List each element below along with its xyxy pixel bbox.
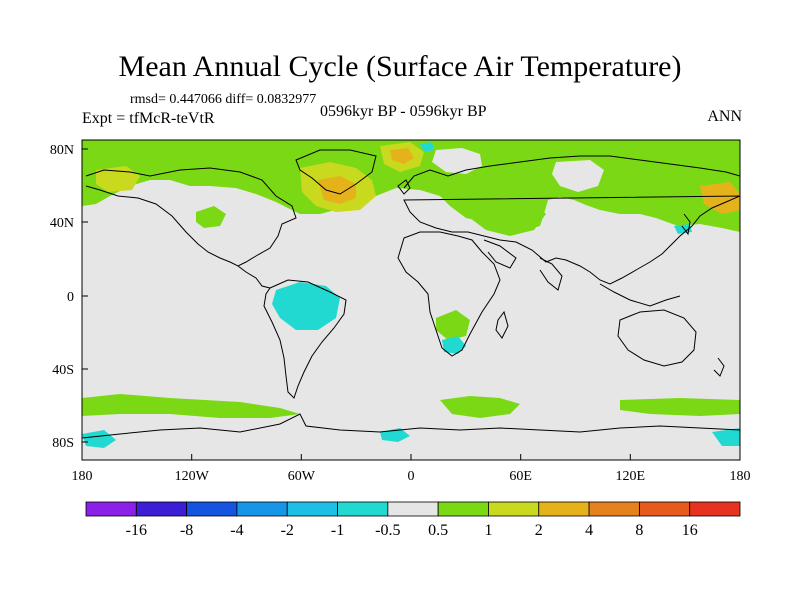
south-america-coast (263, 279, 347, 399)
lat-label-0: 0 (67, 290, 74, 305)
africa-warm (436, 310, 470, 340)
southeast-asia-coast (599, 283, 681, 307)
arabia-coast (483, 239, 517, 269)
lon-label-120e: 120E (616, 469, 646, 484)
colorbar-box-6 (387, 501, 439, 517)
colorbar-label-11: 16 (682, 522, 698, 539)
colorbar-box-8 (488, 501, 540, 517)
africa-coast (397, 231, 501, 357)
colorbar-box-9 (538, 501, 590, 517)
barents-core (390, 148, 414, 164)
siberia-neutral (552, 160, 604, 192)
southafrica-cool (442, 336, 466, 354)
lat-label-40n: 40N (50, 216, 74, 231)
colorbar-box-5 (337, 501, 389, 517)
experiment-label: Expt = tfMcR-teVtR (82, 110, 215, 127)
colorbar-box-7 (437, 501, 489, 517)
antarctic-cool-east (712, 428, 740, 446)
period-label: 0596kyr BP - 0596kyr BP (320, 103, 487, 120)
colorbar-label-4: -1 (331, 522, 344, 539)
arctic-cool (420, 142, 434, 152)
anomaly-field (82, 140, 740, 448)
northatlantic-neutral (432, 148, 482, 174)
colorbar-box-10 (588, 501, 640, 517)
north-america-coast (85, 167, 297, 267)
asia-warm (470, 196, 546, 236)
antarctica-coast (82, 413, 740, 439)
colorbar-label-9: 4 (585, 522, 593, 539)
colorbar-box-3 (236, 501, 288, 517)
colorbar-label-6: 0.5 (428, 522, 448, 539)
lon-label-180e: 180 (730, 469, 751, 484)
canada-warm (196, 206, 226, 228)
japan-cool (674, 224, 692, 234)
colorbar-label-8: 2 (535, 522, 543, 539)
central-america-coast (237, 265, 271, 289)
colorbar-label-5: -0.5 (375, 522, 400, 539)
lon-label-60e: 60E (509, 469, 532, 484)
southern-warm-west (82, 394, 300, 418)
india-coast (539, 257, 563, 291)
colorbar-label-7: 1 (484, 522, 492, 539)
lat-label-40s: 40S (52, 363, 74, 378)
colorbar-label-10: 8 (635, 522, 643, 539)
lon-label-120w: 120W (175, 469, 210, 484)
colorbar-labels: -16 -8 -4 -2 -1 -0.5 0.5 1 2 4 8 16 (126, 522, 698, 539)
lon-label-60w: 60W (288, 469, 316, 484)
antarctic-cool-west (82, 430, 116, 448)
amazon-cool (272, 282, 340, 330)
new-zealand-coast (713, 357, 725, 377)
colorbar-label-2: -4 (230, 522, 243, 539)
axis-ticks (81, 148, 741, 460)
colorbar (85, 501, 741, 517)
lon-label-180w: 180 (72, 469, 93, 484)
lon-label-0: 0 (408, 469, 415, 484)
colorbar-box-2 (186, 501, 238, 517)
colorbar-label-1: -8 (180, 522, 193, 539)
colorbar-box-11 (638, 501, 691, 517)
lat-label-80s: 80S (52, 436, 74, 451)
australia-coast (617, 309, 697, 367)
colorbar-label-3: -2 (281, 522, 294, 539)
greenland-core (318, 176, 356, 204)
season-label: ANN (707, 108, 742, 125)
southern-warm-mid (440, 396, 520, 418)
colorbar-label-0: -16 (126, 522, 147, 539)
kamchatka-warm (700, 182, 740, 214)
lat-label-80n: 80N (50, 143, 74, 158)
coastlines (82, 149, 740, 439)
colorbar-box-0 (85, 501, 137, 517)
plot-title: Mean Annual Cycle (Surface Air Temperatu… (118, 50, 682, 83)
alaska-warm (96, 166, 140, 192)
madagascar-coast (495, 310, 509, 339)
southern-warm-east (620, 398, 740, 416)
stats-text: rmsd= 0.447066 diff= 0.0832977 (130, 92, 317, 107)
uk-coast (397, 179, 411, 195)
colorbar-box-12 (689, 501, 741, 517)
greenland-coast (295, 149, 377, 195)
colorbar-box-1 (135, 501, 188, 517)
japan-coast (681, 213, 691, 236)
eurasia-coast (403, 155, 740, 285)
colorbar-box-4 (286, 501, 338, 517)
